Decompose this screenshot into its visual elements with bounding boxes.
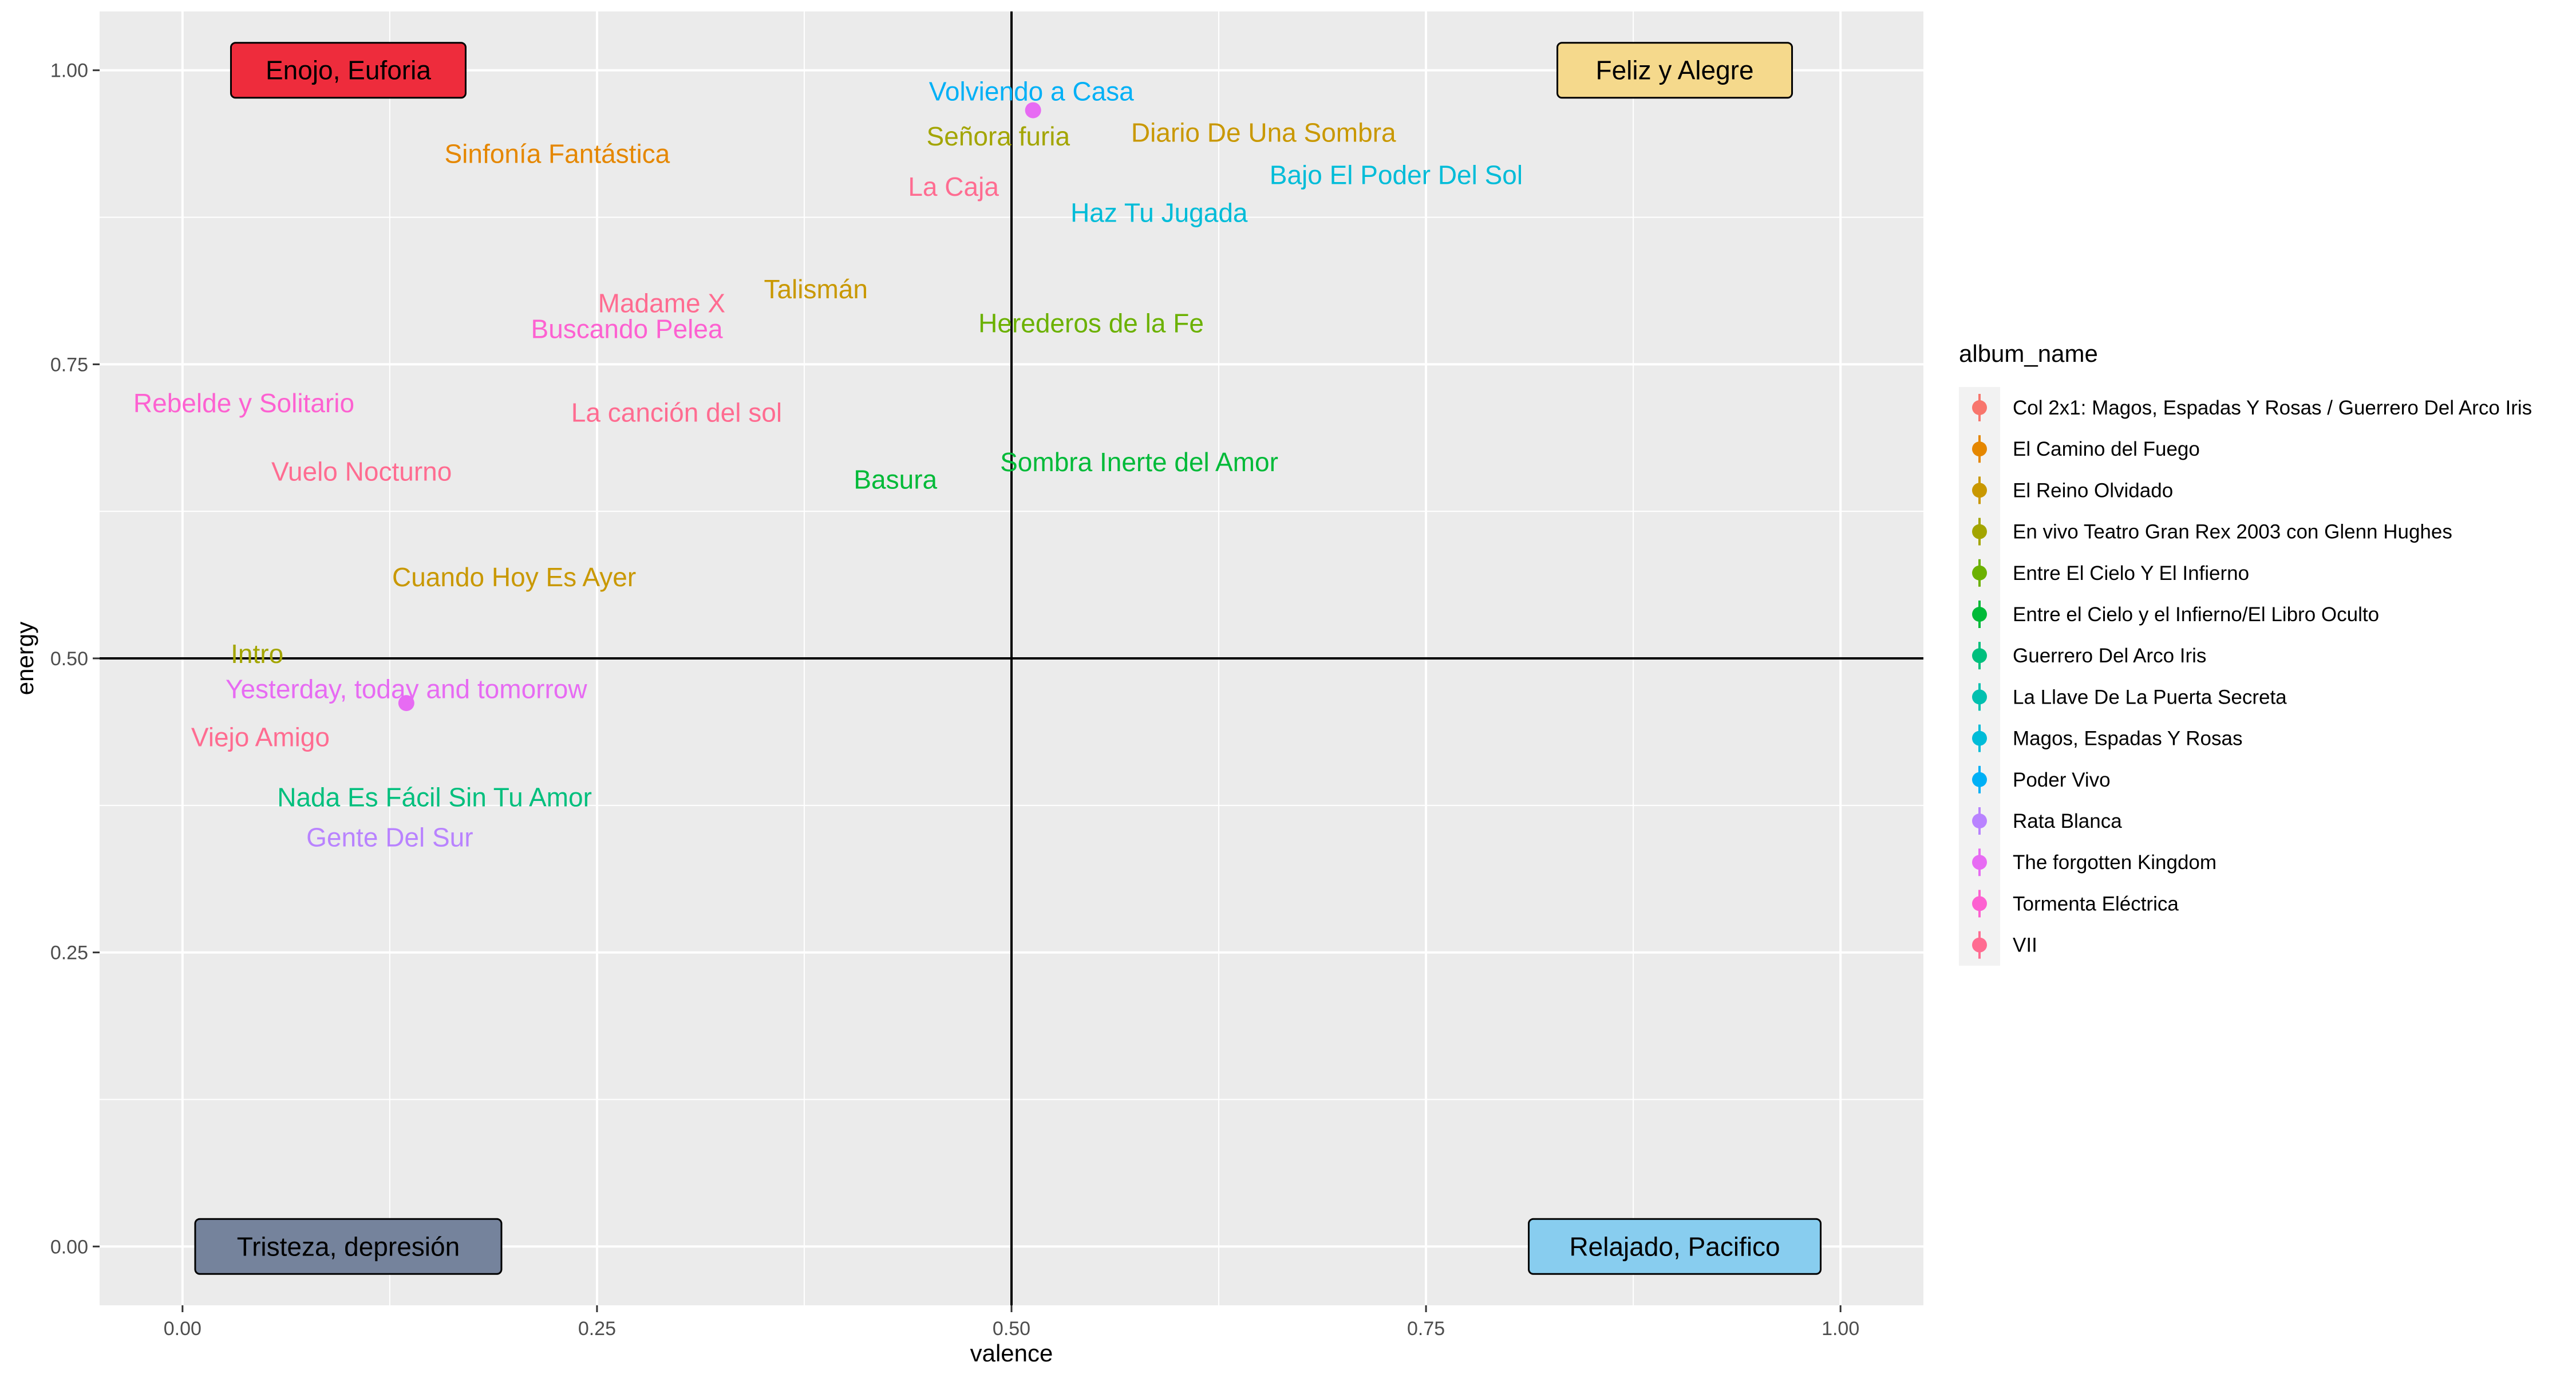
x-tick-label: 0.00 xyxy=(164,1318,202,1340)
legend-entry-label: Rata Blanca xyxy=(2013,810,2122,832)
legend-entry-label: Guerrero Del Arco Iris xyxy=(2013,645,2206,667)
song-label: Haz Tu Jugada xyxy=(1070,198,1248,227)
quadrant-label-box xyxy=(1556,42,1793,99)
quadrant-label-text: Tristeza, depresión xyxy=(237,1231,460,1261)
x-tick-label: 0.75 xyxy=(1407,1318,1445,1340)
x-axis-title: valence xyxy=(970,1340,1053,1367)
y-tick-label: 0.25 xyxy=(50,942,88,964)
song-label: Gente Del Sur xyxy=(306,822,473,852)
y-tick-label: 1.00 xyxy=(50,60,88,82)
legend-entry-label: El Camino del Fuego xyxy=(2013,438,2200,460)
y-tick-label: 0.00 xyxy=(50,1236,88,1258)
song-label: Diario De Una Sombra xyxy=(1131,118,1396,148)
legend-entry-label: Entre el Cielo y el Infierno/El Libro Oc… xyxy=(2013,603,2379,626)
legend-key-point xyxy=(1972,441,1987,457)
legend-entry-label: La Llave De La Puerta Secreta xyxy=(2013,686,2287,708)
song-label: Buscando Pelea xyxy=(531,314,723,344)
legend-key-point xyxy=(1972,896,1987,911)
legend-key-point xyxy=(1972,772,1987,787)
legend-entry-label: VII xyxy=(2013,934,2037,957)
legend-entry-label: Magos, Espadas Y Rosas xyxy=(2013,728,2242,750)
legend-entry-label: El Reino Olvidado xyxy=(2013,479,2173,502)
song-label: Bajo El Poder Del Sol xyxy=(1270,160,1523,190)
legend-entry-label: Col 2x1: Magos, Espadas Y Rosas / Guerre… xyxy=(2013,397,2532,419)
song-label: Sombra Inerte del Amor xyxy=(1000,447,1278,477)
legend-key-point xyxy=(1972,648,1987,664)
legend-key-point xyxy=(1972,524,1987,539)
legend-key-point xyxy=(1972,814,1987,828)
song-label: Talismán xyxy=(764,274,868,304)
data-point xyxy=(1025,102,1041,119)
song-label: Yesterday, today and tomorrow xyxy=(226,674,587,704)
x-tick-label: 0.50 xyxy=(993,1318,1030,1340)
x-tick-label: 0.25 xyxy=(578,1318,616,1340)
song-label: Basura xyxy=(854,465,937,495)
legend-key-point xyxy=(1972,855,1987,870)
legend-entry-label: Tormenta Eléctrica xyxy=(2013,893,2179,915)
song-label: Cuando Hoy Es Ayer xyxy=(392,562,636,592)
legend-key-point xyxy=(1972,400,1987,415)
legend-entry-label: Entre El Cielo Y El Infierno xyxy=(2013,562,2249,585)
song-label: Nada Es Fácil Sin Tu Amor xyxy=(277,782,592,812)
legend-title: album_name xyxy=(1959,340,2098,367)
x-tick-label: 1.00 xyxy=(1822,1318,1859,1340)
song-label: La Caja xyxy=(908,172,999,202)
song-label: Volviendo a Casa xyxy=(929,77,1134,106)
legend-key-background xyxy=(1959,387,2000,966)
legend-key-point xyxy=(1972,937,1987,953)
quadrant-label-text: Feliz y Alegre xyxy=(1595,56,1753,85)
song-label: Madame X xyxy=(598,289,725,318)
legend-entry-label: Poder Vivo xyxy=(2013,769,2111,791)
song-label: Viejo Amigo xyxy=(191,722,330,752)
y-axis-title: energy xyxy=(11,622,38,695)
legend-key-point xyxy=(1972,607,1987,622)
quadrant-label-box xyxy=(230,42,467,99)
y-tick-label: 0.50 xyxy=(50,648,88,670)
quadrant-label-box xyxy=(1528,1218,1822,1275)
quadrant-label-box xyxy=(194,1218,503,1275)
legend-key-point xyxy=(1972,483,1987,498)
song-label: Sinfonía Fantástica xyxy=(444,139,670,169)
song-label: Intro xyxy=(231,639,283,669)
legend-key-point xyxy=(1972,565,1987,581)
song-label: Herederos de la Fe xyxy=(978,308,1204,338)
song-label: Señora furia xyxy=(927,121,1070,151)
song-label: La canción del sol xyxy=(571,398,782,428)
song-label: Rebelde y Solitario xyxy=(133,388,354,418)
legend-entry-label: En vivo Teatro Gran Rex 2003 con Glenn H… xyxy=(2013,521,2452,543)
y-tick-label: 0.75 xyxy=(50,354,88,376)
legend-entry-label: The forgotten Kingdom xyxy=(2013,851,2217,874)
song-label: Vuelo Nocturno xyxy=(271,456,452,486)
quadrant-label-text: Enojo, Euforia xyxy=(266,56,431,85)
legend-key-point xyxy=(1972,731,1987,746)
data-point xyxy=(398,695,414,712)
quadrant-label-text: Relajado, Pacifico xyxy=(1569,1231,1780,1261)
legend-key-point xyxy=(1972,689,1987,705)
